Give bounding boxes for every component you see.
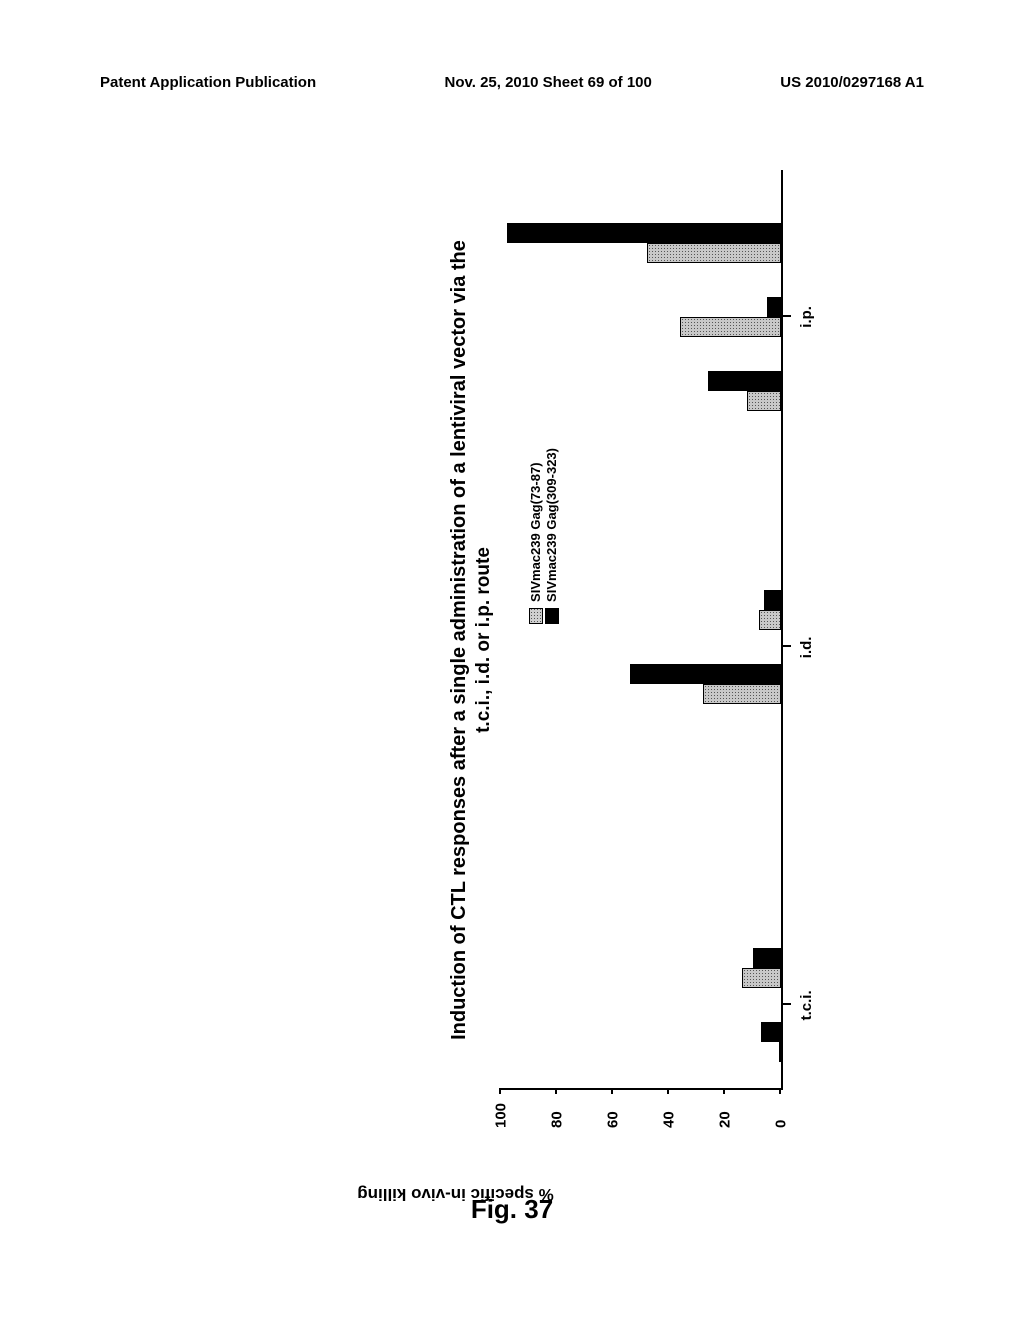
bar [753,948,781,968]
legend-swatch [545,608,559,624]
bar [761,1022,781,1042]
legend: SIVmac239 Gag(73-87)SIVmac239 Gag(309-32… [521,440,566,632]
y-tick-mark [611,1088,613,1094]
y-tick-mark [723,1088,725,1094]
y-tick-mark [499,1088,501,1094]
bar [708,371,781,391]
y-tick: 40 [661,1111,678,1128]
bar [680,317,781,337]
figure-caption: Fig. 37 [0,1194,1024,1225]
bar [742,968,781,988]
bar [630,664,781,684]
y-tick-mark [779,1088,781,1094]
plot-area: SIVmac239 Gag(73-87)SIVmac239 Gag(309-32… [501,170,783,1090]
bar [647,243,781,263]
bar [507,223,781,243]
y-tick-mark [667,1088,669,1094]
chart-wrap: Induction of CTL responses after a singl… [175,405,1024,875]
bar [759,610,781,630]
header-left: Patent Application Publication [100,74,316,91]
y-tick: 0 [773,1120,790,1128]
page-header: Patent Application Publication Nov. 25, … [0,74,1024,91]
bar-chart: % specific in-vivo killing SIVmac239 Gag… [501,160,783,1120]
x-tick-mark [781,315,791,317]
y-tick: 80 [549,1111,566,1128]
x-tick-mark [781,1003,791,1005]
y-tick: 20 [717,1111,734,1128]
legend-swatch [529,608,543,624]
y-tick: 100 [493,1103,510,1128]
bar [767,297,781,317]
bar [779,1042,781,1062]
bar [703,684,781,704]
legend-row: SIVmac239 Gag(309-323) [544,448,559,624]
legend-label: SIVmac239 Gag(309-323) [544,448,559,602]
chart-title-line1: Induction of CTL responses after a singl… [445,160,473,1120]
bar [764,590,781,610]
x-category-label: i.d. [798,637,815,659]
bar [747,391,781,411]
header-center: Nov. 25, 2010 Sheet 69 of 100 [445,74,652,91]
x-tick-mark [781,645,791,647]
y-tick: 60 [605,1111,622,1128]
legend-label: SIVmac239 Gag(73-87) [528,462,543,601]
legend-row: SIVmac239 Gag(73-87) [528,448,543,624]
x-category-label: t.c.i. [798,990,815,1020]
x-category-label: i.p. [798,306,815,328]
header-right: US 2010/0297168 A1 [780,74,924,91]
y-tick-mark [555,1088,557,1094]
chart-title-line2: t.c.i., i.d. or i.p. route [473,160,495,1120]
